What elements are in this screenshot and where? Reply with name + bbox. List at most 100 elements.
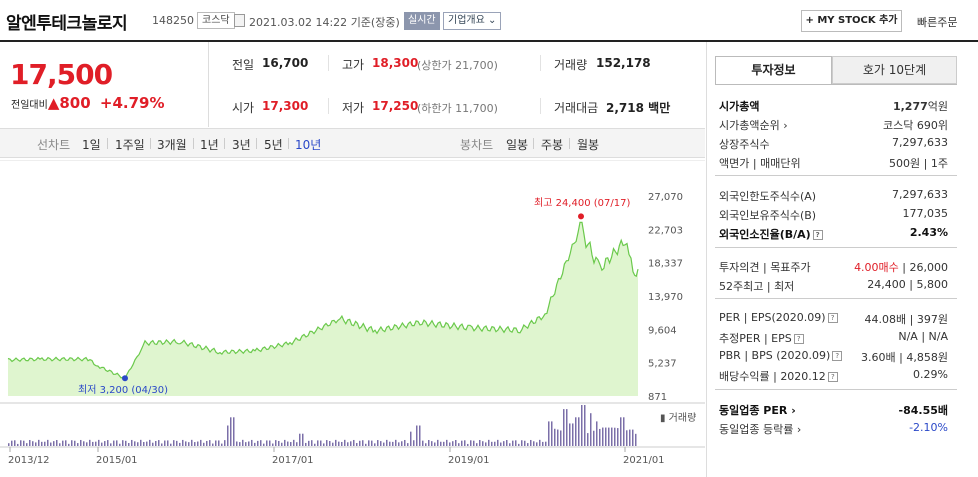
volume-bar <box>356 443 358 446</box>
volume-bar <box>251 439 253 446</box>
volume-bar <box>497 439 499 446</box>
period-1d[interactable]: 1일 <box>82 138 101 152</box>
x-tick-label: 2017/01 <box>272 455 314 466</box>
stock-code: 148250 <box>152 14 194 27</box>
industry-per-label[interactable]: 동일업종 PER › <box>719 404 796 417</box>
period-10y[interactable]: 10년 <box>295 138 322 152</box>
foreign-ratio-label: 외국인소진율(B/A)? <box>719 226 823 242</box>
volume-bar <box>125 440 127 446</box>
volume-bar <box>116 440 118 446</box>
max-annotation: 최고 24,400 (07/17) <box>534 197 630 209</box>
volume-bar <box>245 442 247 446</box>
volume-bar <box>551 421 553 446</box>
volume-bar <box>566 409 568 446</box>
volume-bar <box>290 442 292 446</box>
divider <box>540 55 541 71</box>
price-chart[interactable]: 27,070 22,703 18,337 13,970 9,604 5,237 871 최고 … <box>0 160 705 477</box>
open-label: 시가 <box>232 101 255 115</box>
volume-bar <box>383 442 385 446</box>
high-value: 18,300 <box>372 56 419 70</box>
volume-bar <box>395 439 397 446</box>
market-cap-rank-label[interactable]: 시가총액순위 › <box>719 119 788 132</box>
period-3y[interactable]: 3년 <box>232 138 251 152</box>
add-my-stock-button[interactable]: + MY STOCK 추가 <box>801 10 902 32</box>
volume-bar <box>200 439 202 446</box>
volume-bar <box>74 440 76 446</box>
volume-bar <box>536 442 538 446</box>
period-1y[interactable]: 1년 <box>200 138 219 152</box>
realtime-button[interactable]: 실시간 <box>404 12 440 30</box>
corp-overview-dropdown[interactable]: 기업개요 ⌄ <box>443 12 502 30</box>
help-icon[interactable]: ? <box>827 313 838 323</box>
opinion-label: 투자의견 | 목표주가 <box>719 261 811 274</box>
volume-bar <box>212 443 214 446</box>
period-1w[interactable]: 1주일 <box>115 138 145 152</box>
volume-bar <box>194 442 196 446</box>
volume-bar <box>476 443 478 446</box>
volume-bar <box>89 439 91 446</box>
volume-bar <box>467 443 469 446</box>
volume-bar <box>299 433 301 446</box>
volume-bar <box>473 440 475 446</box>
volume-bar <box>293 439 295 446</box>
y-tick-label: 22,703 <box>648 225 683 236</box>
volume-bar <box>530 439 532 446</box>
volume-bar <box>17 443 19 446</box>
volume-bar <box>266 440 268 446</box>
candle-monthly[interactable]: 월봉 <box>577 138 600 152</box>
volume-bar <box>62 440 64 446</box>
help-icon[interactable]: ? <box>812 230 823 240</box>
volume-bar <box>419 425 421 446</box>
upper-limit: (상한가 21,700) <box>417 59 498 72</box>
volume-bar <box>605 427 607 446</box>
x-tick-label: 2021/01 <box>623 455 665 466</box>
volume-bar <box>617 428 619 446</box>
candle-weekly[interactable]: 주봉 <box>541 138 564 152</box>
volume-bar <box>509 443 511 446</box>
volume-bar <box>545 441 547 446</box>
tab-investment-info[interactable]: 투자정보 <box>715 56 832 84</box>
document-icon[interactable] <box>234 14 245 27</box>
volume-bar <box>278 440 280 446</box>
volume-bar <box>314 443 316 446</box>
volume-bar <box>35 442 37 446</box>
volume-bar <box>440 441 442 446</box>
industry-change-label[interactable]: 동일업종 등락률 › <box>719 423 802 436</box>
prev-close-label: 전일 <box>232 58 255 72</box>
help-icon[interactable]: ? <box>832 351 843 361</box>
volume-bar <box>227 425 229 446</box>
volume-bar <box>287 441 289 446</box>
quick-order-link[interactable]: 빠른주문 <box>917 16 958 29</box>
candle-daily[interactable]: 일봉 <box>506 138 529 152</box>
divider <box>715 84 957 85</box>
volume-bar <box>359 440 361 446</box>
volume-bar <box>371 440 373 446</box>
divider <box>540 98 541 114</box>
volume-bar <box>248 441 250 446</box>
volume-bar <box>626 430 628 446</box>
line-chart-label: 선차트 <box>37 138 71 152</box>
volume-bar <box>110 443 112 446</box>
period-3m[interactable]: 3개월 <box>157 138 187 152</box>
volume-bar <box>20 440 22 446</box>
help-icon[interactable]: ? <box>827 372 838 382</box>
volume-bar <box>119 443 121 446</box>
volume-bar <box>398 442 400 446</box>
volume-bar <box>614 427 616 446</box>
volume-bar <box>104 441 106 446</box>
current-price: 17,500 <box>10 58 113 91</box>
volume-bar <box>353 439 355 446</box>
volume-bar <box>275 440 277 446</box>
volume-bar <box>197 441 199 446</box>
help-icon[interactable]: ? <box>793 334 804 344</box>
divider <box>533 138 534 149</box>
volume-bar <box>29 439 31 446</box>
volume-bar <box>269 440 271 446</box>
tab-order-book[interactable]: 호가 10단계 <box>832 56 957 84</box>
period-5y[interactable]: 5년 <box>264 138 283 152</box>
volume-bar <box>527 443 529 446</box>
volume-bar <box>488 439 490 446</box>
min-point <box>122 375 128 382</box>
y-tick-label: 9,604 <box>648 325 677 336</box>
volume-bar <box>239 442 241 446</box>
